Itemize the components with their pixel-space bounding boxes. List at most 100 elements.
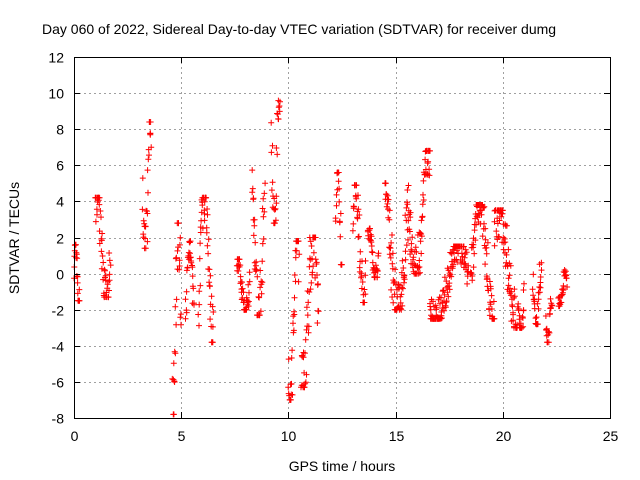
data-point	[415, 264, 422, 271]
data-point	[147, 130, 154, 137]
data-point	[510, 311, 517, 318]
data-point	[437, 300, 443, 307]
data-point	[488, 292, 495, 299]
data-point	[140, 234, 147, 241]
data-point	[483, 250, 490, 257]
data-point	[499, 207, 506, 214]
data-point	[361, 286, 368, 293]
data-point	[183, 309, 190, 316]
data-point	[488, 306, 495, 312]
data-point	[369, 249, 376, 256]
data-point	[558, 299, 565, 306]
data-point	[209, 323, 216, 330]
data-point	[416, 257, 423, 264]
data-point	[197, 282, 204, 289]
data-point	[479, 233, 486, 240]
data-point	[484, 275, 491, 281]
x-tick-label: 15	[389, 428, 405, 444]
y-tick-label: -8	[52, 411, 65, 427]
data-point	[537, 279, 544, 286]
data-point	[503, 251, 510, 258]
data-point	[187, 238, 194, 245]
data-point	[482, 261, 489, 268]
data-point	[443, 298, 450, 304]
data-point	[196, 301, 203, 308]
data-point	[534, 300, 541, 307]
data-point	[405, 236, 411, 243]
data-point	[481, 220, 487, 227]
data-point	[547, 310, 553, 317]
data-point	[310, 249, 317, 256]
data-point	[271, 206, 278, 213]
data-point	[416, 264, 423, 270]
data-point	[502, 239, 509, 246]
data-point	[511, 286, 518, 293]
data-point	[507, 285, 513, 292]
data-point	[142, 223, 149, 230]
data-point	[446, 280, 453, 287]
data-point	[172, 350, 179, 357]
x-tick-label: 0	[71, 428, 79, 444]
data-point	[260, 195, 267, 202]
data-point	[98, 248, 105, 255]
data-point	[145, 156, 152, 163]
data-point	[505, 282, 512, 289]
data-point	[333, 191, 340, 198]
data-point	[252, 268, 259, 275]
data-point	[272, 217, 279, 224]
data-point	[465, 262, 472, 269]
data-point	[302, 379, 309, 386]
data-point	[106, 287, 112, 294]
data-point	[518, 324, 525, 331]
data-point	[491, 315, 498, 322]
data-point	[362, 291, 369, 298]
data-point	[530, 292, 537, 299]
y-tick-label: -6	[52, 375, 65, 391]
data-point	[442, 304, 449, 311]
data-point	[292, 254, 299, 261]
data-point	[490, 298, 497, 305]
data-point	[505, 246, 512, 253]
data-point	[203, 194, 210, 201]
data-point	[537, 284, 544, 291]
y-tick-label: 4	[56, 194, 64, 210]
data-point	[252, 239, 259, 246]
data-point	[419, 201, 426, 208]
data-point	[411, 261, 418, 268]
data-point	[203, 229, 210, 236]
data-point	[243, 306, 250, 313]
data-point	[289, 347, 296, 354]
data-point	[305, 329, 312, 336]
data-point	[261, 190, 268, 197]
data-point	[257, 284, 264, 291]
data-point	[239, 285, 246, 292]
data-point	[295, 278, 302, 285]
data-point	[293, 247, 300, 254]
data-point	[313, 259, 320, 266]
data-point	[375, 250, 382, 257]
data-point	[384, 192, 391, 199]
data-point	[314, 320, 321, 326]
data-point	[174, 247, 181, 254]
data-point	[426, 166, 433, 173]
data-point	[392, 266, 399, 273]
data-point	[354, 215, 361, 222]
data-point	[189, 273, 196, 280]
data-point	[536, 289, 543, 296]
data-point	[403, 242, 410, 249]
data-point	[276, 108, 283, 115]
data-point	[309, 269, 316, 276]
data-point	[496, 234, 503, 240]
data-point	[369, 259, 376, 266]
data-point	[259, 240, 266, 247]
data-point	[98, 237, 105, 244]
data-point	[285, 356, 292, 363]
data-point	[74, 290, 81, 297]
data-point	[401, 276, 408, 283]
data-point	[296, 251, 303, 258]
data-point	[274, 151, 281, 158]
data-point	[315, 308, 322, 315]
data-point	[420, 197, 427, 203]
y-tick-label: -2	[52, 303, 65, 319]
data-point	[100, 259, 107, 266]
